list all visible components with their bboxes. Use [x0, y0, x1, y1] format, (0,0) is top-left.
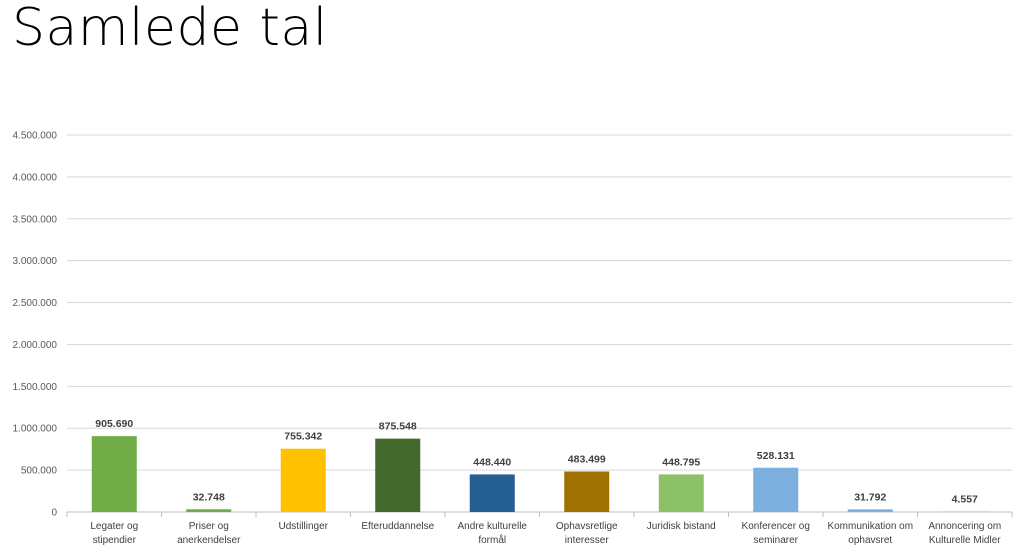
- category-label: formål: [478, 534, 506, 546]
- category-label: ophavsret: [848, 535, 892, 546]
- slide-title: Samlede tal: [12, 0, 328, 58]
- gridlines: [67, 134, 1012, 513]
- y-tick-label: 0: [51, 508, 57, 519]
- data-label: 875.548: [379, 421, 417, 433]
- data-label: 4.557: [952, 494, 978, 506]
- bar: [469, 474, 515, 512]
- y-tick-label: 2.000.000: [13, 340, 58, 351]
- data-label: 905.690: [95, 418, 133, 430]
- y-tick-label: 1.000.000: [13, 424, 58, 435]
- category-label: Kommunikation om: [827, 521, 913, 532]
- category-label: Andre kulturelle: [458, 521, 528, 532]
- category-label: Kulturelle Midler: [929, 535, 1001, 546]
- y-tick-label: 4.000.000: [13, 172, 58, 183]
- y-tick-label: 500.000: [21, 466, 58, 477]
- y-tick-label: 3.500.000: [13, 214, 58, 225]
- bar: [375, 438, 421, 512]
- y-axis-labels: 0 500.000 1.000.000 1.500.000 2.000.000 2.500…: [13, 131, 58, 519]
- category-label: Legater og: [90, 521, 138, 532]
- category-label: Udstillinger: [279, 521, 329, 532]
- bar: [186, 509, 232, 512]
- data-label: 31.792: [854, 491, 886, 503]
- bar: [847, 509, 893, 512]
- category-label: interesser: [565, 535, 610, 546]
- category-label: seminarer: [754, 535, 799, 546]
- data-label: 755.342: [284, 431, 322, 443]
- category-label: Juridisk bistand: [647, 521, 716, 532]
- y-tick-label: 4.500.000: [13, 131, 58, 142]
- category-label: Annoncering om: [928, 521, 1001, 532]
- y-tick-label: 1.500.000: [13, 382, 58, 393]
- category-label: anerkendelser: [177, 535, 241, 546]
- category-label: Konferencer og: [742, 521, 810, 532]
- data-label: 483.499: [568, 453, 606, 465]
- category-label: Priser og: [189, 521, 229, 532]
- bar: [658, 474, 704, 512]
- data-label: 32.748: [193, 491, 225, 503]
- data-label: 448.440: [473, 456, 511, 468]
- bar: [564, 471, 610, 512]
- category-label: Ophavsretlige: [556, 521, 618, 532]
- bar: [91, 436, 137, 512]
- data-label: 528.131: [757, 450, 795, 462]
- y-tick-label: 2.500.000: [13, 298, 58, 309]
- y-tick-label: 3.000.000: [13, 256, 58, 267]
- x-axis-labels: Legater og stipendier Priser og anerkendels…: [66, 512, 1013, 546]
- bars: [91, 436, 988, 512]
- category-label: Efteruddannelse: [361, 521, 434, 532]
- category-label: stipendier: [93, 535, 137, 546]
- data-labels: 905.690 32.748 755.342 875.548 448.440 483.49…: [95, 418, 978, 505]
- bar: [280, 448, 326, 512]
- bar: [753, 467, 799, 512]
- data-label: 448.795: [662, 456, 700, 468]
